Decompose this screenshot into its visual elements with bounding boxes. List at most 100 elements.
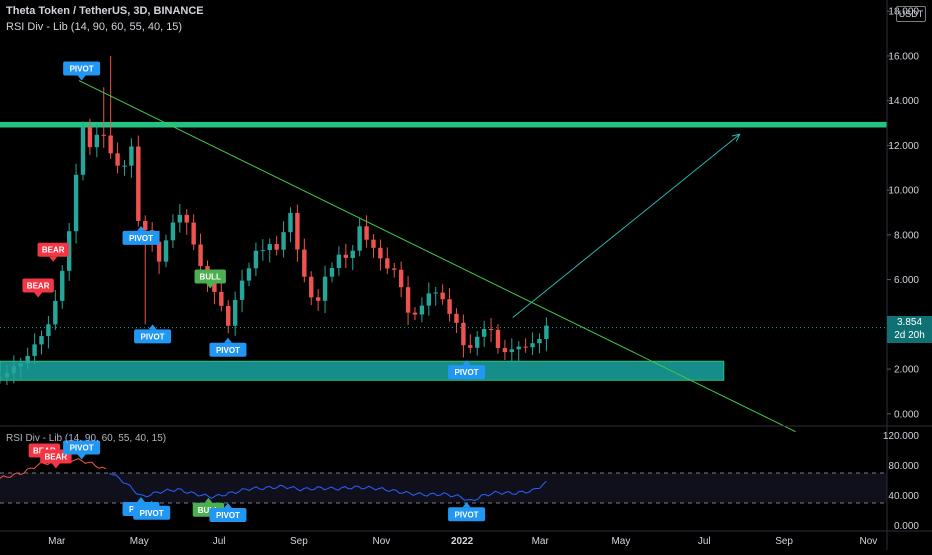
pivot-label-text: PIVOT [216,346,240,355]
bull-label-text: BULL [200,273,221,282]
time-tick-label: Mar [532,536,550,547]
candle-body [156,241,162,262]
pivot-label-0: PIVOT [63,61,101,81]
pivot-label-rsi-2: PIVOT [63,440,101,460]
indicator-legend[interactable]: RSI Div - Lib (14, 90, 60, 55, 40, 15) [6,21,183,33]
bear-label-pointer [49,256,58,262]
pivot-label-box [133,505,171,520]
bear-label-text: BEAR [45,453,68,462]
candle-body [232,299,238,326]
chart-title: Theta Token / TetherUS, 3D, BINANCE [6,5,204,17]
bear-label-pointer [34,292,43,298]
candle-body [378,247,383,259]
last-price-value: 3.854 [896,317,923,328]
candle-body [246,268,252,281]
candle-body [288,212,293,233]
candles [0,55,549,386]
pivot-label-text: PIVOT [455,510,479,519]
bear-label-1: BEAR [37,242,69,262]
resistance-zone [0,121,887,128]
rsi-band [0,473,887,503]
price-tick-label: 0.000 [894,409,919,420]
pivot-label-text: PIVOT [141,332,165,341]
projection-arrow-head [731,133,741,142]
signal-labels: PIVOTBEARBEARPIVOTBULLPIVOTPIVOTPIVOTBEA… [22,61,486,522]
pivot-label-box [122,230,160,245]
candle-body [11,366,17,374]
candle-body [357,226,362,251]
pivot-label-text: PIVOT [216,511,240,520]
pivot-label-5: PIVOT [134,324,172,344]
candle-body [219,291,224,306]
bull-label-pointer [206,283,215,289]
candle-body [198,244,203,267]
pivot-label-box [209,342,247,357]
pivot-label-text: PIVOT [70,65,94,74]
bear-label-box [37,242,69,257]
time-tick-label: Jul [213,536,226,547]
rsi-tick-label: 80.000 [888,461,919,472]
candle-body [364,226,369,240]
candle-body [53,300,58,325]
candle-body [136,146,141,221]
candle-body [212,281,217,292]
candle-body [267,244,272,251]
candle-body [115,153,120,166]
pivot-label-rsi-6: PIVOT [209,503,247,522]
candle-body [322,276,328,301]
candle-body [0,377,3,379]
candle-body [46,324,51,337]
zones [0,121,887,381]
drawings [0,80,887,433]
rsi-pane-legend[interactable]: RSI Div - Lib (14, 90, 60, 55, 40, 15) [6,433,167,444]
candle-body [253,250,259,269]
pivot-label-pointer [462,502,471,508]
candle-body [329,267,335,277]
candle-body [39,336,44,345]
pivot-label-text: PIVOT [129,234,153,243]
candle-body [4,373,10,378]
candle-body [66,231,72,271]
bull-label-4: BULL [194,269,226,289]
price-tick-label: 2.000 [894,365,919,376]
candle-body [73,174,79,232]
pivot-label-pointer [462,360,471,366]
candle-body [281,232,286,250]
pivot-label-text: PIVOT [455,368,479,377]
candle-body [170,222,176,241]
support-zone [0,360,725,381]
candle-body [371,239,376,248]
pivot-label-pointer [147,500,156,506]
candle-body [481,329,487,337]
candle-body [537,339,542,344]
candle-body [315,297,321,301]
candle-body [101,134,106,136]
pivot-label-pointer [223,337,232,343]
rsi-pane [0,458,887,504]
candle-body [177,214,183,223]
currency-button[interactable]: USDT [896,6,926,22]
candle-body [302,249,307,277]
candle-body [405,287,411,313]
price-tick-label: 14.000 [888,96,919,107]
rsi-tick-label: 120.000 [883,431,920,442]
candle-body [530,343,535,348]
candle-body [398,269,404,288]
price-tick-label: 6.000 [894,275,919,286]
candle-body [143,220,148,231]
pivot-label-box [134,329,172,344]
candle-body [129,146,134,166]
price-tick-label: 10.000 [888,186,919,197]
pivot-label-box [209,508,247,522]
candle-body [392,268,397,270]
bear-label-pointer [51,463,60,469]
candle-body [336,254,342,268]
candle-body [385,258,390,269]
candle-body [274,244,279,250]
candle-body [295,212,300,250]
candle-body [122,165,127,167]
